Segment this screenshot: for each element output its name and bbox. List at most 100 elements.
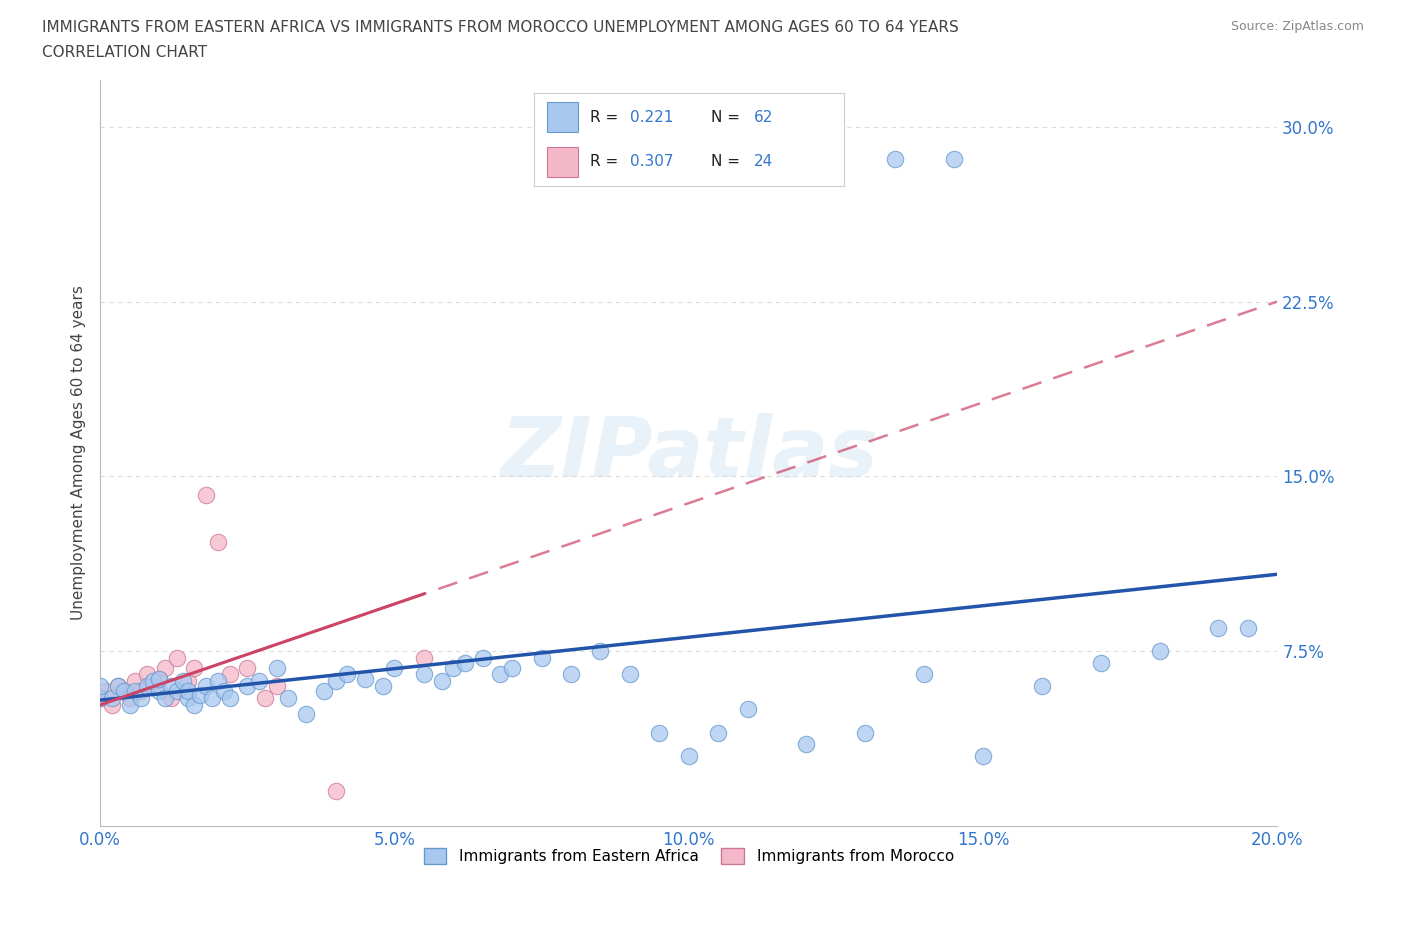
Point (325, 674, 347, 689)
Point (489, 667, 512, 682)
Point (218, 667, 240, 682)
Point (1237, 620, 1260, 635)
Point (101, 690, 124, 705)
Point (354, 671, 377, 686)
Text: N =: N = (710, 154, 744, 169)
Point (166, 651, 188, 666)
Point (247, 674, 270, 689)
Point (172, 674, 194, 689)
Bar (547, 102, 578, 132)
Point (177, 690, 200, 705)
Point (89, 679, 111, 694)
Point (89, 690, 111, 705)
Point (136, 679, 159, 694)
Point (853, 725, 876, 740)
Point (212, 684, 235, 698)
Point (236, 679, 259, 694)
Point (796, 737, 818, 751)
Point (159, 679, 181, 694)
Point (266, 660, 288, 675)
Point (648, 725, 671, 740)
Point (266, 679, 288, 694)
Point (94, 684, 117, 698)
Point (118, 690, 141, 705)
Text: 0.221: 0.221 (630, 110, 673, 125)
Text: 0.307: 0.307 (630, 154, 673, 169)
Point (201, 690, 224, 705)
Y-axis label: Unemployment Among Ages 60 to 64 years: Unemployment Among Ages 60 to 64 years (72, 286, 86, 620)
Point (142, 679, 165, 694)
Point (148, 684, 170, 698)
Point (412, 651, 434, 666)
Text: Source: ZipAtlas.com: Source: ZipAtlas.com (1230, 20, 1364, 33)
Text: 24: 24 (754, 154, 773, 169)
Point (195, 487, 218, 502)
Text: R =: R = (591, 110, 623, 125)
Point (153, 660, 176, 675)
Point (371, 679, 394, 694)
Point (142, 674, 165, 689)
Point (159, 690, 181, 705)
Point (430, 674, 453, 689)
Point (207, 674, 229, 689)
Text: ZIPatlas: ZIPatlas (499, 413, 877, 494)
Point (737, 702, 759, 717)
Point (118, 698, 141, 712)
Point (207, 534, 229, 549)
Point (589, 644, 612, 658)
Point (530, 651, 553, 666)
Point (1208, 620, 1230, 635)
Point (101, 698, 124, 712)
Point (942, 152, 965, 166)
Point (107, 679, 129, 694)
Point (619, 667, 641, 682)
Point (912, 667, 935, 682)
Text: R =: R = (591, 154, 623, 169)
Text: N =: N = (710, 110, 744, 125)
Point (112, 684, 135, 698)
Point (454, 656, 477, 671)
Point (312, 684, 335, 698)
Point (471, 651, 494, 666)
Point (195, 679, 218, 694)
Point (412, 667, 434, 682)
Point (166, 684, 188, 698)
Point (1149, 644, 1171, 658)
Point (124, 674, 146, 689)
Point (883, 152, 905, 166)
Point (707, 725, 730, 740)
Point (183, 660, 205, 675)
Text: IMMIGRANTS FROM EASTERN AFRICA VS IMMIGRANTS FROM MOROCCO UNEMPLOYMENT AMONG AGE: IMMIGRANTS FROM EASTERN AFRICA VS IMMIGR… (42, 20, 959, 35)
Point (295, 707, 318, 722)
Point (153, 690, 176, 705)
Point (148, 671, 170, 686)
Point (253, 690, 276, 705)
Point (148, 671, 170, 686)
Point (177, 684, 200, 698)
Point (1031, 679, 1053, 694)
Point (441, 660, 464, 675)
Point (1090, 656, 1112, 671)
Legend: Immigrants from Eastern Africa, Immigrants from Morocco: Immigrants from Eastern Africa, Immigran… (418, 843, 960, 870)
Point (678, 749, 700, 764)
Point (336, 667, 359, 682)
Point (89, 690, 111, 705)
Point (112, 684, 135, 698)
Point (325, 784, 347, 799)
Point (236, 660, 259, 675)
Point (124, 684, 146, 698)
Point (131, 690, 153, 705)
Point (218, 690, 240, 705)
Point (131, 684, 153, 698)
Point (560, 667, 582, 682)
Point (177, 674, 200, 689)
Point (188, 688, 211, 703)
Text: 62: 62 (754, 110, 773, 125)
Text: CORRELATION CHART: CORRELATION CHART (42, 45, 207, 60)
Point (277, 690, 299, 705)
Bar (547, 147, 578, 177)
Point (501, 660, 523, 675)
Point (107, 679, 129, 694)
Point (136, 667, 159, 682)
Point (183, 698, 205, 712)
